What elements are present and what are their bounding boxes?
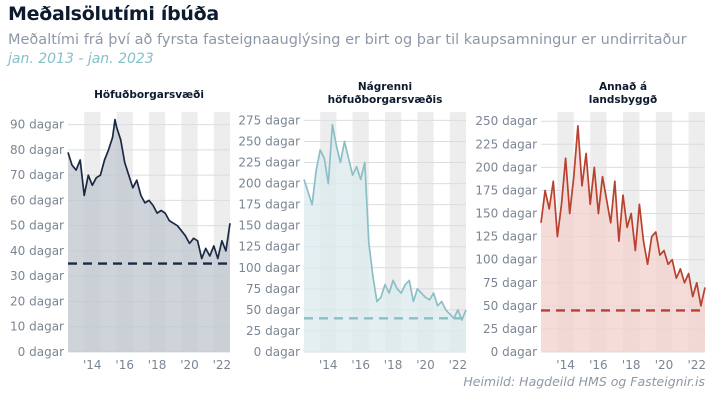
y-tick-label: 0 dagar [254, 345, 300, 359]
panel-1: 0 dagar 10 dagar 20 dagar 30 dagar 40 dagar 5… [10, 89, 231, 372]
panels-group: 0 dagar 10 dagar 20 dagar 30 dagar 40 dagar 5… [10, 81, 706, 372]
x-tick-label: '14 [83, 358, 102, 372]
y-tick-label: 30 dagar [10, 269, 64, 283]
y-tick-label: 175 dagar [238, 198, 300, 212]
y-tick-label: 250 dagar [238, 134, 300, 148]
series-line [303, 123, 467, 321]
y-tick-label: 50 dagar [246, 303, 300, 317]
y-tick-label: 75 dagar [483, 276, 537, 290]
y-tick-label: 175 dagar [475, 183, 537, 197]
chart-subtitle: Meðaltími frá því að fyrsta fasteignaaug… [8, 32, 687, 48]
chart-title: Meðalsölutími íbúða [8, 3, 219, 25]
series-line [67, 118, 231, 260]
x-tick-label: '22 [688, 358, 707, 372]
y-tick-label: 70 dagar [10, 168, 64, 182]
y-tick-label: 200 dagar [475, 160, 537, 174]
x-tick-label: '14 [556, 358, 575, 372]
y-tick-label: 0 dagar [18, 345, 64, 359]
y-tick-label: 60 dagar [10, 193, 64, 207]
y-tick-label: 250 dagar [475, 114, 537, 128]
y-tick-label: 200 dagar [238, 177, 300, 191]
x-tick-label: '18 [622, 358, 641, 372]
y-tick-label: 25 dagar [246, 324, 300, 338]
y-tick-label: 50 dagar [483, 299, 537, 313]
y-tick-label: 40 dagar [10, 244, 64, 258]
y-tick-label: 225 dagar [238, 156, 300, 170]
y-tick-label: 100 dagar [238, 261, 300, 275]
x-tick-label: '16 [115, 358, 134, 372]
panel-title: höfuðborgarsvæðis [328, 94, 443, 106]
series-area [304, 124, 466, 352]
panel-title: landsbyggð [589, 94, 658, 106]
y-tick-label: 125 dagar [475, 230, 537, 244]
y-tick-label: 100 dagar [475, 253, 537, 267]
y-tick-label: 0 dagar [491, 345, 537, 359]
chart-period: jan. 2013 - jan. 2023 [8, 51, 154, 67]
series-line [540, 124, 706, 307]
panel-3: 0 dagar 25 dagar 50 dagar 75 dagar 100 dagar… [475, 81, 706, 372]
panel-2: 0 dagar 25 dagar 50 dagar 75 dagar 100 dagar… [238, 81, 467, 372]
y-tick-label: 10 dagar [10, 320, 64, 334]
panel-title: Nágrenni [358, 81, 412, 93]
x-tick-label: '22 [449, 358, 468, 372]
x-tick-label: '14 [319, 358, 338, 372]
panel-title: Annað á [599, 81, 647, 93]
x-tick-label: '18 [148, 358, 167, 372]
panel-title: Höfuðborgarsvæði [94, 89, 204, 101]
y-tick-label: 150 dagar [475, 207, 537, 221]
y-tick-label: 150 dagar [238, 219, 300, 233]
x-tick-label: '16 [351, 358, 370, 372]
y-tick-label: 50 dagar [10, 219, 64, 233]
y-tick-label: 90 dagar [10, 118, 64, 132]
x-tick-label: '20 [655, 358, 674, 372]
y-tick-label: 225 dagar [475, 137, 537, 151]
y-tick-label: 125 dagar [238, 240, 300, 254]
x-tick-label: '20 [180, 358, 199, 372]
x-tick-label: '18 [384, 358, 403, 372]
y-tick-label: 75 dagar [246, 282, 300, 296]
source-note: Heimild: Hagdeild HMS og Fasteignir.is [463, 374, 705, 389]
y-tick-label: 80 dagar [10, 143, 64, 157]
x-tick-label: '22 [213, 358, 232, 372]
y-tick-label: 20 dagar [10, 294, 64, 308]
x-tick-label: '20 [416, 358, 435, 372]
x-tick-label: '16 [589, 358, 608, 372]
series-area [68, 119, 230, 352]
year-band [449, 112, 466, 352]
y-tick-label: 25 dagar [483, 322, 537, 336]
y-tick-label: 275 dagar [238, 113, 300, 127]
series-area [541, 125, 705, 352]
